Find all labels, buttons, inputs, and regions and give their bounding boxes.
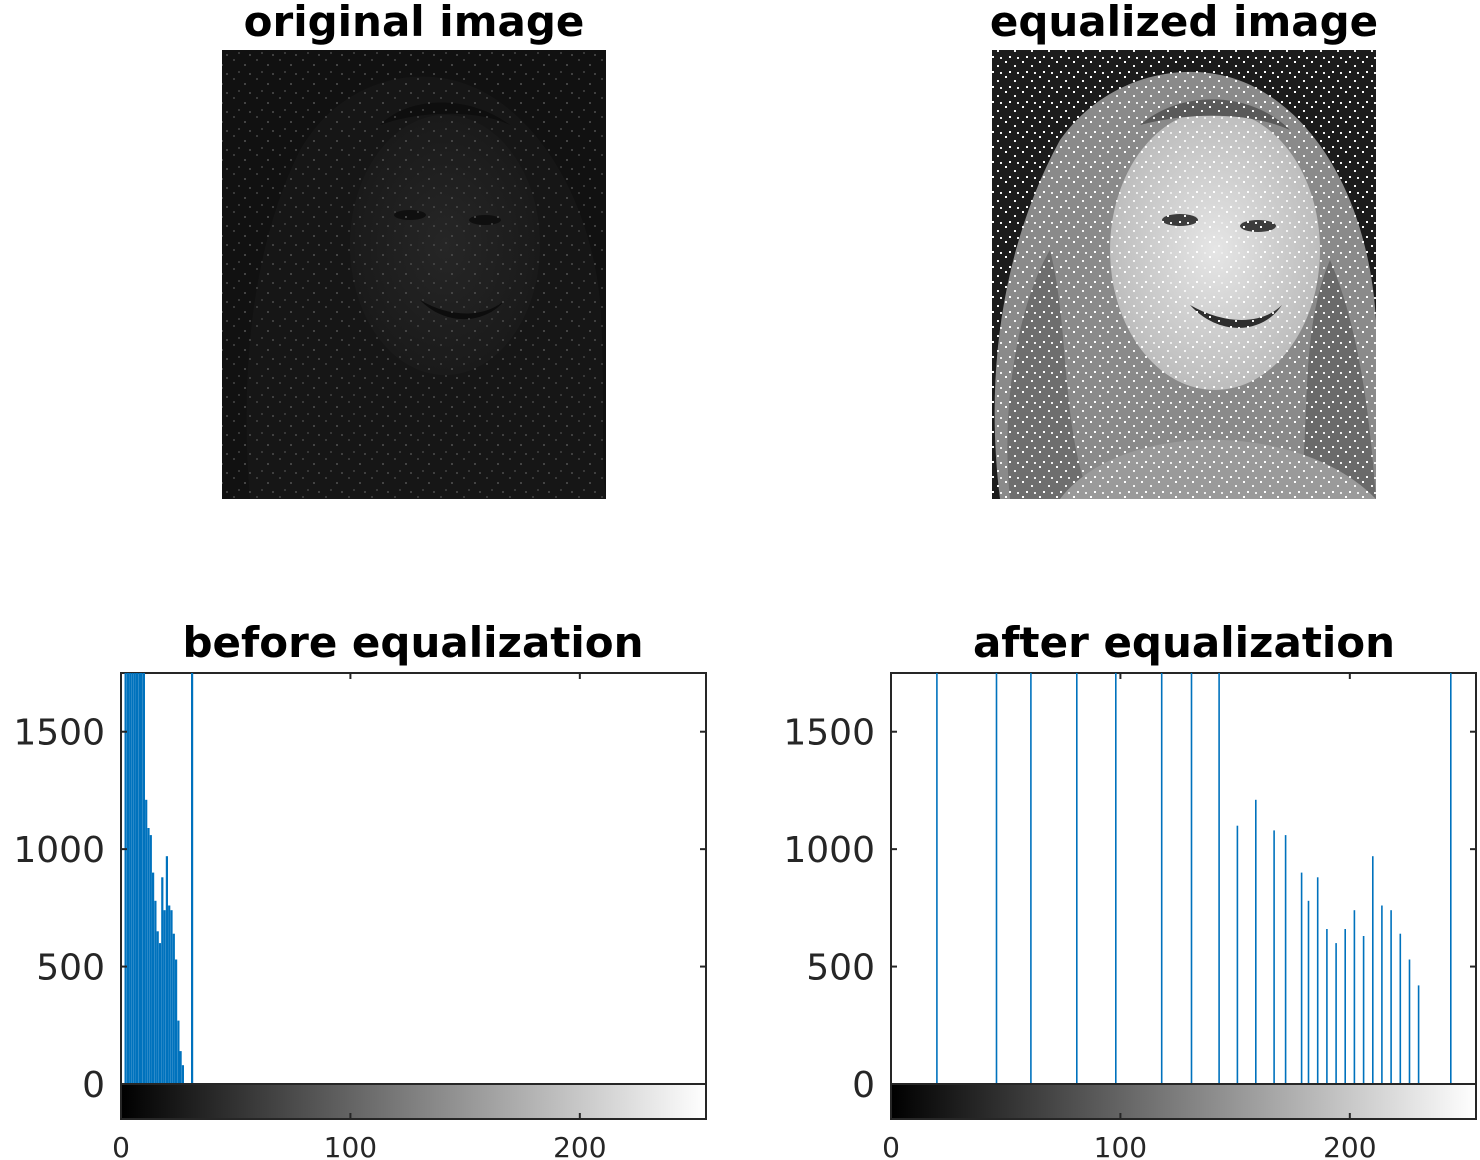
histogram-bar [995, 673, 998, 1084]
histogram-bar [175, 959, 178, 1084]
histogram-bar [170, 910, 173, 1084]
histogram-bar [1160, 673, 1163, 1084]
histogram-bar [156, 931, 159, 1084]
equalized-image-panel: equalized image [990, 0, 1378, 499]
after-axes-box [890, 672, 1477, 1085]
histogram-bar [136, 673, 139, 1084]
after-equalization-plot: after equalization 0 500 1000 1500 0 100 200 [783, 618, 1477, 1160]
after-colorbar-ticks: 0 100 200 [882, 1113, 1377, 1160]
y-tick-label: 500 [36, 948, 105, 989]
y-tick-label: 1500 [13, 713, 105, 754]
before-axes-box [120, 672, 707, 1085]
histogram-bar [1353, 910, 1356, 1084]
histogram-bar [126, 673, 129, 1084]
histogram-bar [1300, 872, 1303, 1084]
colorbar-tick-label: 0 [882, 1131, 900, 1160]
before-equalization-plot: before equalization 0 500 1000 1500 0 100 200 [13, 618, 707, 1160]
histogram-bar [1316, 877, 1319, 1084]
y-tick-label: 500 [806, 948, 875, 989]
histogram-bar [1399, 933, 1402, 1084]
after-colorbar [890, 1083, 1477, 1120]
histogram-bar [1284, 835, 1287, 1084]
histogram-bar [1450, 673, 1452, 1084]
histogram-bar [133, 673, 136, 1084]
histogram-bar [1190, 673, 1193, 1084]
y-tick-label: 1000 [783, 830, 875, 871]
after-y-ticks: 0 500 1000 1500 [783, 673, 1476, 1106]
histogram-bar [163, 910, 166, 1084]
histogram-bar [1273, 830, 1275, 1084]
histogram-bar [179, 1051, 182, 1084]
histogram-bar [177, 1020, 180, 1084]
histogram-bar [1372, 856, 1374, 1084]
colorbar-tick-label: 0 [112, 1131, 130, 1160]
histogram-bar [142, 673, 145, 1084]
after-bars [936, 673, 1452, 1084]
histogram-bar [131, 673, 134, 1084]
histogram-bar [161, 877, 164, 1084]
histogram-bar [1344, 929, 1346, 1084]
histogram-bar [1307, 900, 1310, 1084]
histogram-bar [168, 905, 171, 1084]
histogram-bar [140, 673, 143, 1084]
y-tick-label: 0 [852, 1065, 875, 1106]
colorbar-tick-label: 100 [1094, 1131, 1147, 1160]
histogram-bar [1417, 985, 1420, 1084]
histogram-bar [158, 943, 162, 1084]
colorbar-tick-label: 200 [553, 1131, 606, 1160]
original-image-panel: original image [222, 0, 606, 499]
original-image [222, 50, 606, 499]
histogram-bar [1390, 910, 1392, 1084]
histogram-bar [152, 872, 155, 1084]
histogram-bar [172, 933, 175, 1084]
before-colorbar [120, 1083, 707, 1120]
after-equalization-title: after equalization [973, 618, 1395, 667]
histogram-bar [1408, 959, 1411, 1084]
histogram-bar [1255, 799, 1257, 1084]
histogram-bar [1326, 929, 1328, 1084]
before-y-ticks: 0 500 1000 1500 [13, 673, 706, 1106]
histogram-bar [138, 673, 141, 1084]
histogram-bar [124, 673, 127, 1084]
y-tick-label: 1000 [13, 830, 105, 871]
histogram-bar [147, 828, 150, 1084]
y-tick-label: 1500 [783, 713, 875, 754]
histogram-bar [165, 856, 168, 1084]
histogram-bar [149, 835, 152, 1084]
colorbar-tick-label: 100 [324, 1131, 377, 1160]
histogram-bar [191, 673, 194, 1084]
colorbar-tick-label: 200 [1323, 1131, 1376, 1160]
histogram-bar [936, 673, 938, 1084]
histogram-bar [1076, 673, 1078, 1084]
histogram-bar [1236, 825, 1239, 1084]
original-image-title: original image [244, 0, 585, 46]
equalized-image [992, 50, 1376, 499]
histogram-bar [1335, 943, 1337, 1084]
y-tick-label: 0 [82, 1065, 105, 1106]
before-equalization-title: before equalization [182, 618, 643, 667]
histogram-bar [154, 900, 157, 1084]
histogram-bar [181, 1065, 184, 1084]
before-bars [124, 673, 194, 1084]
histogram-bar [129, 673, 132, 1084]
histogram-bar [1381, 905, 1383, 1084]
histogram-bar [1362, 936, 1365, 1084]
equalized-image-title: equalized image [990, 0, 1378, 46]
histogram-bar [1115, 673, 1117, 1084]
histogram-bar [1030, 673, 1032, 1084]
before-colorbar-ticks: 0 100 200 [112, 1113, 607, 1160]
histogram-bar [1218, 673, 1220, 1084]
histogram-bar [145, 799, 148, 1084]
